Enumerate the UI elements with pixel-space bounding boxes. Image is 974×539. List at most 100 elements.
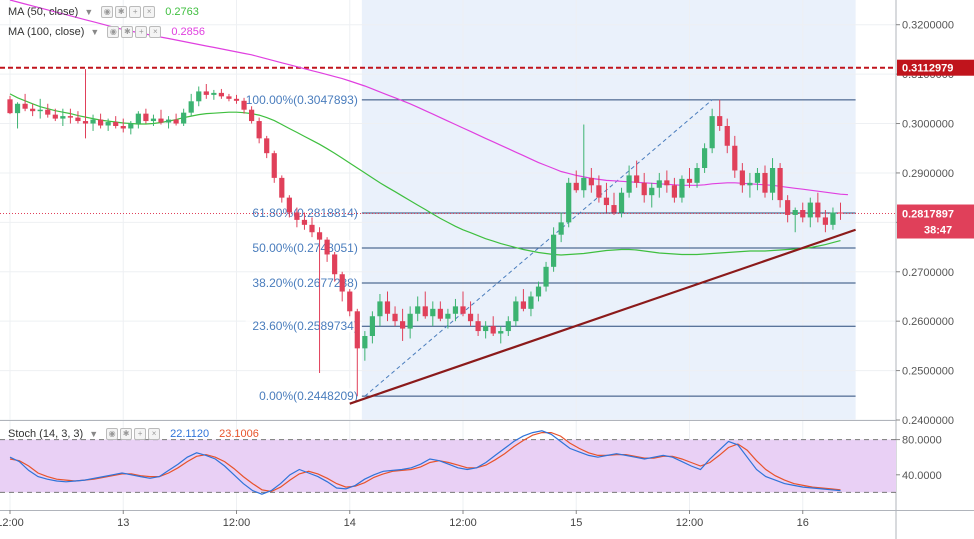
candle-body xyxy=(52,114,58,119)
gear-icon[interactable]: ✱ xyxy=(120,428,133,440)
candle-body xyxy=(22,103,28,109)
candle-body xyxy=(686,178,693,183)
stoch-legend: Stoch (14, 3, 3) ▼ ◉ ✱ + × 22.1120 23.10… xyxy=(8,428,259,440)
candle-body xyxy=(324,239,330,255)
candle-body xyxy=(694,168,700,183)
candle-body xyxy=(709,116,715,149)
candle-body xyxy=(475,321,481,332)
candle-body xyxy=(30,108,36,112)
candle-body xyxy=(573,182,579,191)
support-trendline xyxy=(349,228,856,405)
candle-body xyxy=(362,336,368,349)
fib-label-background xyxy=(245,318,358,333)
candle-body xyxy=(347,291,353,312)
price-tick-label: 0.2500000 xyxy=(902,366,954,378)
gear-icon[interactable]: ✱ xyxy=(115,6,128,18)
candle-body xyxy=(830,212,836,225)
candle-body xyxy=(603,197,610,206)
stoch-band xyxy=(0,439,896,493)
candle-body xyxy=(135,113,141,124)
fib-level-label: 100.00%(0.3047893) xyxy=(246,93,358,107)
stoch-d-value: 23.1006 xyxy=(219,428,259,440)
candle-body xyxy=(460,306,466,314)
candle-body xyxy=(649,187,655,196)
close-icon[interactable]: × xyxy=(149,26,162,38)
candle-body xyxy=(505,321,511,332)
candle-body xyxy=(543,266,549,287)
candle-body xyxy=(82,121,89,124)
candle-body xyxy=(264,138,270,154)
candle-body xyxy=(815,202,821,218)
date-range-highlight xyxy=(361,0,856,420)
stoch-tick-label: 40.0000 xyxy=(902,470,942,482)
fib-level-label: 50.00%(0.2748051) xyxy=(252,241,357,255)
plus-icon[interactable]: + xyxy=(135,26,148,38)
candle-body xyxy=(596,185,602,198)
candle-body xyxy=(656,180,662,188)
candle-body xyxy=(233,98,240,101)
candle-body xyxy=(467,313,474,322)
fib-trend-line xyxy=(364,99,713,397)
candle-body xyxy=(498,331,504,334)
fib-label-background xyxy=(239,91,358,106)
price-tick-label: 0.2900000 xyxy=(902,168,954,180)
candle-body xyxy=(762,172,768,193)
candle-body xyxy=(37,109,43,112)
candle-body xyxy=(422,306,428,317)
candle-body xyxy=(634,175,640,183)
eye-icon[interactable]: ◉ xyxy=(101,6,114,18)
candle-body xyxy=(800,210,806,218)
candle-body xyxy=(558,222,564,235)
candle-body xyxy=(14,103,21,114)
candle-body xyxy=(249,109,255,122)
candle-body xyxy=(120,126,126,129)
candle-body xyxy=(732,145,738,171)
close-icon[interactable]: × xyxy=(148,428,161,440)
chevron-down-icon[interactable]: ▼ xyxy=(84,7,94,17)
candle-body xyxy=(294,212,300,220)
candle-body xyxy=(724,126,730,146)
candle-body xyxy=(739,170,745,186)
plus-icon[interactable]: + xyxy=(129,6,142,18)
candle-body xyxy=(150,118,157,122)
close-icon[interactable]: × xyxy=(143,6,156,18)
current-price-label: 0.2817897 xyxy=(902,209,954,221)
candle-body xyxy=(400,321,406,329)
candle-body xyxy=(377,301,383,317)
eye-icon[interactable]: ◉ xyxy=(106,428,119,440)
candle-body xyxy=(445,313,451,319)
candle-countdown: 38:47 xyxy=(924,225,952,237)
candle-body xyxy=(181,112,187,124)
candle-body xyxy=(354,311,360,349)
candle-body xyxy=(271,153,277,178)
candle-body xyxy=(105,122,111,126)
candle-body xyxy=(679,178,685,198)
chevron-down-icon[interactable]: ▼ xyxy=(89,429,99,439)
candle-body xyxy=(702,148,708,168)
candle-body xyxy=(384,301,391,314)
candle-body xyxy=(286,197,292,213)
time-tick-label: 12:00 xyxy=(223,517,251,529)
candle-body xyxy=(67,116,73,118)
candle-body xyxy=(437,308,443,319)
candle-body xyxy=(535,286,542,297)
eye-icon[interactable]: ◉ xyxy=(107,26,120,38)
stoch-legend-label: Stoch (14, 3, 3) xyxy=(8,428,84,440)
candle-body xyxy=(226,96,232,99)
candle-body xyxy=(747,182,753,186)
candle-body xyxy=(279,177,285,198)
fib-label-background xyxy=(245,274,358,289)
candle-body xyxy=(483,326,489,332)
candle-body xyxy=(332,254,338,275)
gear-icon[interactable]: ✱ xyxy=(121,26,134,38)
candle-body xyxy=(777,168,783,201)
plus-icon[interactable]: + xyxy=(134,428,147,440)
time-tick-label: 12:00 xyxy=(0,517,24,529)
ma50-legend-label: MA (50, close) xyxy=(8,6,79,18)
price-tick-label: 0.2700000 xyxy=(902,267,954,279)
price-tick-label: 0.2600000 xyxy=(902,316,954,328)
candle-body xyxy=(165,119,172,123)
chevron-down-icon[interactable]: ▼ xyxy=(90,27,100,37)
